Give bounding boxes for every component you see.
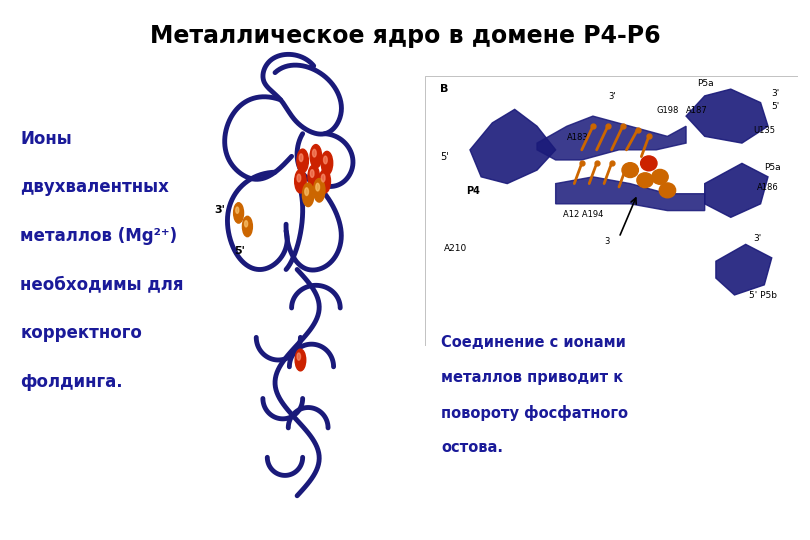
Text: B: B bbox=[440, 84, 449, 94]
Text: 5': 5' bbox=[234, 246, 245, 255]
Circle shape bbox=[295, 349, 305, 371]
Circle shape bbox=[316, 183, 320, 191]
Circle shape bbox=[313, 179, 325, 202]
Circle shape bbox=[641, 156, 657, 171]
Text: Металлическое ядро в домене Р4-Р6: Металлическое ядро в домене Р4-Р6 bbox=[150, 24, 660, 48]
Text: Ионы: Ионы bbox=[20, 130, 72, 147]
Polygon shape bbox=[556, 177, 705, 211]
Circle shape bbox=[322, 174, 325, 182]
Text: повороту фосфатного: повороту фосфатного bbox=[441, 405, 629, 421]
Text: Соединение с ионами: Соединение с ионами bbox=[441, 335, 626, 350]
Circle shape bbox=[323, 156, 327, 164]
Polygon shape bbox=[686, 89, 768, 143]
Text: 5': 5' bbox=[440, 152, 449, 162]
Circle shape bbox=[319, 170, 330, 193]
Circle shape bbox=[322, 151, 333, 175]
Text: A186: A186 bbox=[757, 184, 778, 192]
Polygon shape bbox=[705, 163, 768, 217]
Text: 3: 3 bbox=[604, 238, 609, 246]
Circle shape bbox=[310, 170, 314, 177]
Circle shape bbox=[652, 170, 668, 184]
Polygon shape bbox=[470, 109, 556, 184]
Text: корректного: корректного bbox=[20, 324, 142, 342]
Circle shape bbox=[297, 353, 301, 360]
Circle shape bbox=[305, 188, 309, 195]
Circle shape bbox=[302, 183, 314, 207]
Text: P5a: P5a bbox=[697, 79, 714, 87]
Circle shape bbox=[295, 170, 306, 193]
Text: металлов приводит к: металлов приводит к bbox=[441, 370, 624, 385]
Circle shape bbox=[310, 145, 322, 168]
Text: A210: A210 bbox=[444, 244, 467, 253]
Circle shape bbox=[242, 217, 253, 237]
Circle shape bbox=[297, 174, 301, 182]
Circle shape bbox=[297, 149, 309, 173]
Text: 3': 3' bbox=[753, 234, 761, 243]
Polygon shape bbox=[716, 244, 772, 295]
Text: G198: G198 bbox=[656, 106, 679, 114]
Text: P5a: P5a bbox=[765, 163, 781, 172]
Circle shape bbox=[659, 183, 676, 198]
Text: A183: A183 bbox=[567, 133, 589, 141]
Text: 3': 3' bbox=[608, 92, 616, 101]
Text: P4: P4 bbox=[467, 186, 480, 195]
Circle shape bbox=[299, 154, 303, 161]
Circle shape bbox=[236, 207, 239, 213]
Text: A12 A194: A12 A194 bbox=[563, 211, 603, 219]
Text: 3': 3' bbox=[215, 205, 225, 215]
Circle shape bbox=[313, 150, 316, 157]
Circle shape bbox=[245, 221, 248, 227]
Text: A187: A187 bbox=[686, 106, 708, 114]
Text: металлов (Mg²⁺): металлов (Mg²⁺) bbox=[20, 227, 177, 245]
Polygon shape bbox=[537, 116, 686, 160]
Text: необходимы для: необходимы для bbox=[20, 275, 184, 293]
Text: 5' P5b: 5' P5b bbox=[749, 292, 778, 300]
Text: фолдинга.: фолдинга. bbox=[20, 373, 123, 390]
Circle shape bbox=[622, 163, 638, 178]
Circle shape bbox=[637, 173, 654, 188]
Text: двухвалентных: двухвалентных bbox=[20, 178, 169, 196]
Text: остова.: остова. bbox=[441, 440, 504, 455]
Circle shape bbox=[233, 202, 244, 223]
Circle shape bbox=[308, 165, 319, 188]
Text: U135: U135 bbox=[753, 126, 775, 135]
Text: 3': 3' bbox=[772, 89, 780, 98]
Text: 5': 5' bbox=[772, 103, 780, 111]
